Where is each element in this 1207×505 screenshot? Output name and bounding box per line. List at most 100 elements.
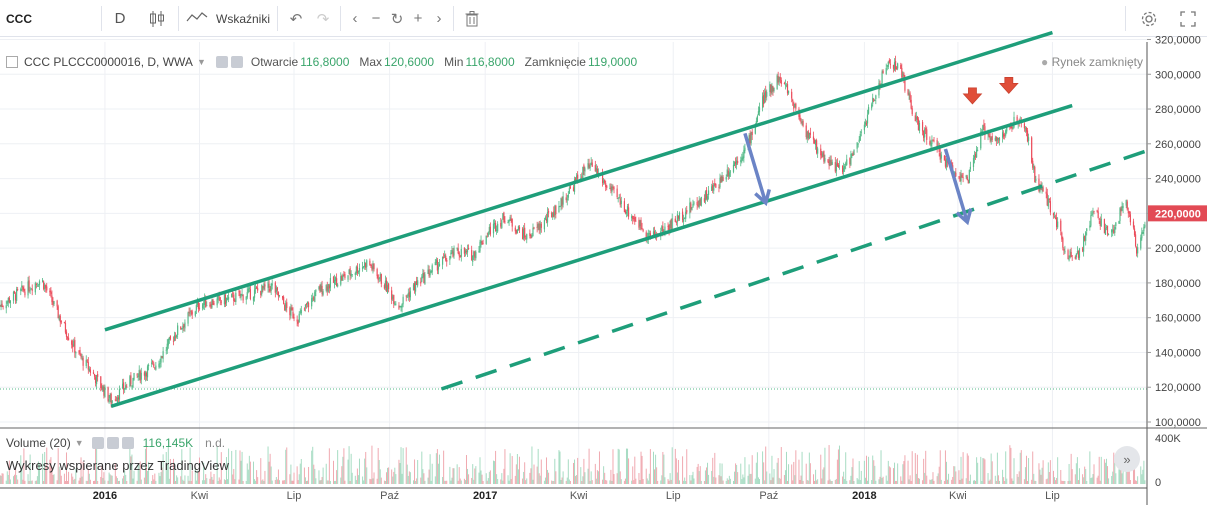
- volume-bar: [1018, 471, 1020, 484]
- volume-bar: [814, 480, 816, 484]
- gear-small-icon[interactable]: [230, 56, 243, 68]
- candle-body: [369, 260, 371, 266]
- reset-icon[interactable]: ↻: [390, 10, 404, 28]
- minus-icon[interactable]: −: [371, 10, 381, 27]
- symbol-search-button[interactable]: CCC: [6, 11, 32, 26]
- top-toolbar: CCC D Wskaźniki ↶ ↷ ‹ − ↻ + ›: [0, 0, 1207, 37]
- candle-body: [584, 168, 586, 172]
- candle-body: [923, 130, 925, 138]
- eye-icon[interactable]: [215, 56, 228, 68]
- trash-icon[interactable]: [460, 0, 484, 37]
- caret-down-icon[interactable]: ▼: [74, 438, 84, 448]
- candle-body: [126, 386, 128, 388]
- volume-bar: [988, 480, 990, 484]
- candle-body: [750, 132, 752, 144]
- y-axis[interactable]: 320,0000300,0000280,0000260,0000240,0000…: [1147, 34, 1201, 489]
- candle-body: [939, 153, 941, 160]
- volume-bar: [982, 458, 984, 484]
- volume-bar: [737, 472, 739, 484]
- chevron-right-icon[interactable]: ›: [436, 10, 442, 27]
- volume-bar: [87, 468, 89, 484]
- annotations[interactable]: [743, 77, 1019, 226]
- volume-bar: [293, 472, 295, 484]
- candle-body: [256, 287, 258, 289]
- arrow-head-icon[interactable]: [955, 208, 973, 226]
- volume-bar: [416, 478, 418, 484]
- watermark[interactable]: Wykresy wspierane przez TradingView: [6, 458, 229, 473]
- candle-body: [17, 289, 19, 291]
- y-tick-label: 260,0000: [1155, 139, 1201, 151]
- volume-bar: [351, 472, 353, 484]
- volume-bar: [954, 466, 956, 484]
- candlestick-icon[interactable]: [142, 0, 172, 37]
- volume-bar: [140, 479, 142, 484]
- interval-button[interactable]: D: [114, 10, 126, 27]
- candle-body: [794, 103, 796, 108]
- candle-body: [576, 175, 578, 183]
- arrow-head-icon[interactable]: [754, 188, 771, 207]
- plus-icon[interactable]: +: [413, 10, 423, 27]
- candle-body: [558, 206, 560, 213]
- redo-icon[interactable]: ↷: [316, 10, 330, 28]
- candle-body: [378, 277, 380, 279]
- candle-body: [1091, 213, 1093, 215]
- volume-bar: [1140, 466, 1142, 484]
- upper-channel-line[interactable]: [104, 30, 1053, 332]
- candle-body: [290, 307, 292, 316]
- volume-bar: [661, 475, 663, 484]
- candle-body: [413, 283, 416, 291]
- candle-body: [915, 117, 917, 120]
- chevron-left-icon[interactable]: ‹: [352, 10, 358, 27]
- x-axis[interactable]: 2016 Kwi Lip Paź 2017 Kwi Lip Paź 2018 Kwi Lip: [93, 490, 1060, 502]
- volume-bar: [1064, 480, 1066, 484]
- arrow-down-icon[interactable]: [943, 148, 969, 223]
- candle-body: [7, 297, 9, 303]
- eye-icon[interactable]: [91, 437, 104, 449]
- candle-body: [315, 289, 317, 292]
- gear-icon[interactable]: [1136, 0, 1162, 37]
- volume-bar: [1128, 465, 1130, 484]
- volume-bar: [822, 469, 824, 484]
- close-small-icon[interactable]: [121, 437, 134, 449]
- volume-bar: [348, 446, 350, 484]
- candle-body: [355, 266, 357, 274]
- candle-body: [177, 325, 179, 336]
- red-arrow-down-icon[interactable]: [962, 87, 983, 105]
- candle-body: [130, 375, 132, 385]
- gear-small-icon[interactable]: [106, 437, 119, 449]
- candle-body: [733, 162, 736, 166]
- volume-bar: [1084, 466, 1086, 484]
- volume-bar: [341, 466, 343, 484]
- candle-body: [283, 296, 285, 304]
- volume-bar: [755, 462, 757, 484]
- candle-body: [168, 337, 170, 340]
- fullscreen-icon[interactable]: [1175, 0, 1201, 37]
- candle-body: [94, 377, 97, 383]
- volume-bar: [17, 479, 19, 484]
- status-dot-icon: ●: [1041, 55, 1049, 69]
- candle-body: [829, 159, 831, 166]
- collapse-legend-icon[interactable]: [6, 56, 18, 68]
- candle-body: [921, 121, 924, 132]
- caret-down-icon[interactable]: ▼: [196, 57, 206, 67]
- candle-body: [1027, 137, 1030, 141]
- trend-lines[interactable]: [104, 30, 1148, 409]
- volume-bar: [517, 469, 519, 484]
- candle-body: [617, 197, 619, 199]
- volume-bar: [764, 480, 766, 484]
- candle-body: [143, 372, 146, 376]
- lower-channel-line[interactable]: [110, 103, 1073, 409]
- undo-icon[interactable]: ↶: [289, 10, 303, 28]
- indicators-button[interactable]: Wskaźniki: [186, 0, 272, 37]
- red-arrow-down-icon[interactable]: [998, 77, 1019, 95]
- scroll-to-latest-button[interactable]: »: [1114, 446, 1140, 472]
- volume-bar: [197, 471, 199, 484]
- support-dashed-line[interactable]: [440, 149, 1148, 391]
- candle-body: [159, 363, 161, 364]
- volume-bar: [147, 470, 149, 484]
- candle-body: [649, 233, 651, 237]
- volume-bar: [453, 468, 455, 484]
- volume-bar: [812, 474, 814, 484]
- arrow-down-icon[interactable]: [743, 132, 768, 204]
